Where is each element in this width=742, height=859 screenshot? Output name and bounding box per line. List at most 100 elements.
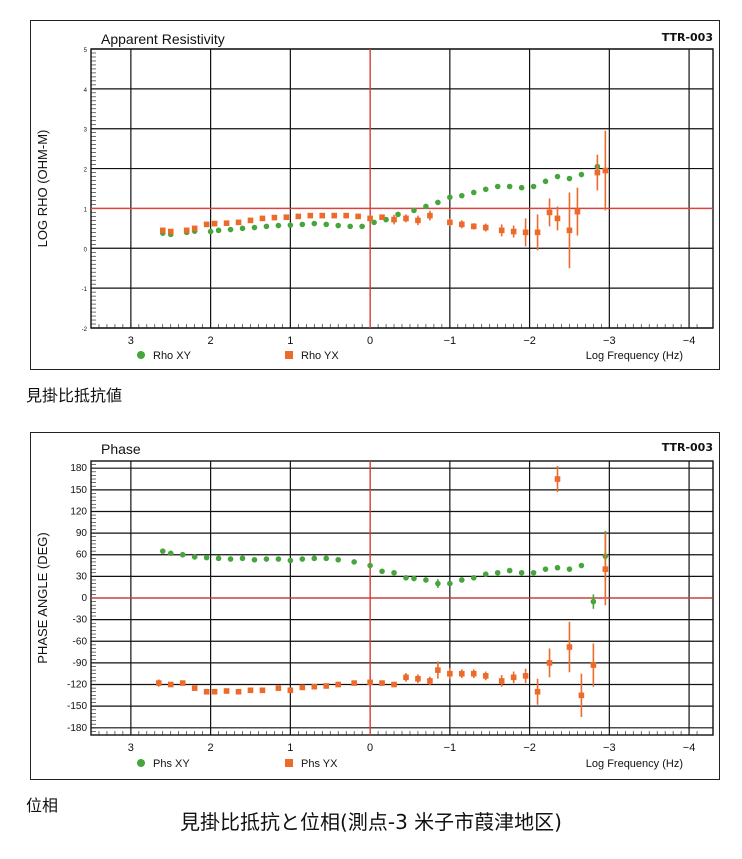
rho-xy-point (494, 183, 501, 190)
rho-x-tick-label: −2 (523, 335, 536, 347)
phs-y-tick-label: 0 (81, 593, 87, 604)
rho-yx-point (211, 220, 218, 227)
rho-yx-point (510, 228, 517, 235)
phase-station-tag: TTR-003 (661, 441, 713, 454)
rho-y-tick-label: 4 (84, 88, 88, 94)
phs-y-tick-label: -120 (67, 680, 87, 691)
phs-yx-point (275, 685, 282, 691)
resistivity-station-tag: TTR-003 (661, 31, 713, 44)
rho-yx-point (183, 227, 190, 234)
phs-x-tick-label: 3 (128, 742, 134, 754)
rho-xy-point (423, 203, 429, 210)
rho-yx-point (459, 221, 465, 228)
phs-yx-point (235, 688, 242, 695)
phs-xy-point (311, 555, 318, 562)
rho-xy-legend-marker (137, 351, 145, 359)
phs-xy-point (554, 564, 561, 571)
rho-yx-point (343, 212, 349, 219)
phs-x-tick-label: −3 (603, 742, 616, 754)
resistivity-chart-panel: Apparent Resistivity TTR-003 3 2 1 0 −1 −2 −3 −… (30, 20, 720, 370)
phs-yx-point (287, 687, 294, 694)
phase-chart-title: Phase (101, 441, 141, 457)
rho-yx-point (367, 215, 373, 222)
rho-y-tick-label: 5 (84, 48, 88, 54)
rho-xy-point (347, 223, 353, 230)
phs-xy-point (590, 598, 597, 605)
rho-xy-point (251, 224, 258, 231)
rho-y-tick-label: 0 (84, 247, 88, 253)
phase-chart-svg: 3 2 1 0 −1 −2 −3 −4 -180 -150 -120 -90 -60 -30 0 30 60 90… (35, 460, 714, 770)
rho-x-tick-label: −4 (683, 335, 696, 347)
rho-plot-frame (90, 48, 714, 329)
phs-x-tick-label: −2 (523, 742, 536, 754)
rho-xy-point (542, 178, 549, 185)
rho-xy-point (506, 183, 513, 190)
rho-x-tick-label: 3 (128, 335, 134, 347)
phs-xy-legend-marker (137, 759, 145, 767)
phs-x-tick-label: −1 (444, 742, 457, 754)
phs-xy-point (251, 556, 258, 563)
phs-x-axis-label: Log Frequency (Hz) (586, 758, 683, 770)
phs-x-tick-label: 0 (367, 742, 373, 754)
phs-yx-point (179, 680, 186, 686)
phs-xy-point (447, 580, 453, 587)
phs-xy-point (542, 566, 549, 572)
rho-yx-point (331, 212, 338, 219)
phs-y-tick-label: -60 (73, 636, 88, 647)
rho-yx-point (554, 215, 561, 222)
rho-yx-point (319, 212, 326, 219)
phs-x-tick-label: −4 (683, 742, 696, 754)
phs-xy-point (167, 550, 174, 557)
phs-xy-point (423, 577, 429, 583)
rho-yx-point (203, 221, 210, 228)
phs-yx-point (247, 687, 254, 694)
phs-yx-point (367, 679, 373, 686)
phs-xy-point (299, 556, 306, 562)
rho-yx-legend-label: Rho YX (301, 350, 339, 362)
phs-yx-point (311, 683, 318, 690)
rho-yx-point (447, 219, 453, 226)
resistivity-chart-svg: 3 2 1 0 −1 −2 −3 −4 -2 -1 0 1 2 3 4 5 LOG RHO (OHM-M) Log… (35, 48, 714, 362)
phs-y-tick-label: -150 (67, 701, 87, 712)
phs-yx-point (566, 644, 573, 650)
rho-y-tick-label: 1 (84, 207, 88, 213)
resistivity-chart-title: Apparent Resistivity (101, 31, 225, 47)
rho-xy-point (359, 223, 365, 230)
phs-yx-point (415, 675, 421, 682)
rho-yx-point (247, 217, 254, 224)
rho-yx-point (379, 214, 385, 220)
rho-xy-point (518, 184, 525, 191)
phs-xy-point (263, 556, 270, 562)
rho-yx-point (574, 208, 581, 215)
phs-yx-point (459, 670, 465, 677)
phs-y-tick-label: 150 (70, 485, 87, 496)
rho-xy-point (578, 171, 585, 178)
rho-yx-point (415, 217, 421, 224)
phs-yx-point (351, 680, 357, 686)
rho-x-tick-label: 2 (208, 335, 214, 347)
rho-yx-point (191, 225, 198, 232)
phs-yx-point (534, 688, 541, 695)
phs-xy-point (391, 569, 397, 576)
phase-caption: 位相 (26, 796, 59, 815)
phs-yx-point (447, 670, 453, 677)
rho-x-tick-label: 0 (367, 335, 373, 347)
phase-chart-panel: Phase TTR-003 3 2 1 0 −1 −2 −3 −4 -180 -150 -120 -9… (30, 432, 720, 780)
rho-yx-point (307, 212, 314, 219)
phs-yx-legend-marker (285, 759, 293, 767)
rho-yx-point (427, 212, 433, 219)
phs-xy-point (566, 566, 573, 572)
figure-caption: 見掛比抵抗と位相(測点-3 米子市葭津地区) (180, 810, 562, 834)
phs-yx-point (482, 673, 489, 679)
phs-xy-legend-label: Phs XY (153, 758, 190, 770)
rho-xy-point (335, 222, 342, 229)
phs-yx-point (259, 687, 266, 694)
rho-yx-point (602, 167, 609, 174)
rho-xy-point (470, 189, 477, 196)
rho-xy-point (275, 222, 282, 229)
rho-xy-point (299, 221, 306, 228)
phs-yx-point (470, 670, 477, 677)
phs-yx-point (191, 685, 198, 691)
phs-xy-point (179, 551, 186, 558)
phs-xy-point (459, 577, 465, 583)
